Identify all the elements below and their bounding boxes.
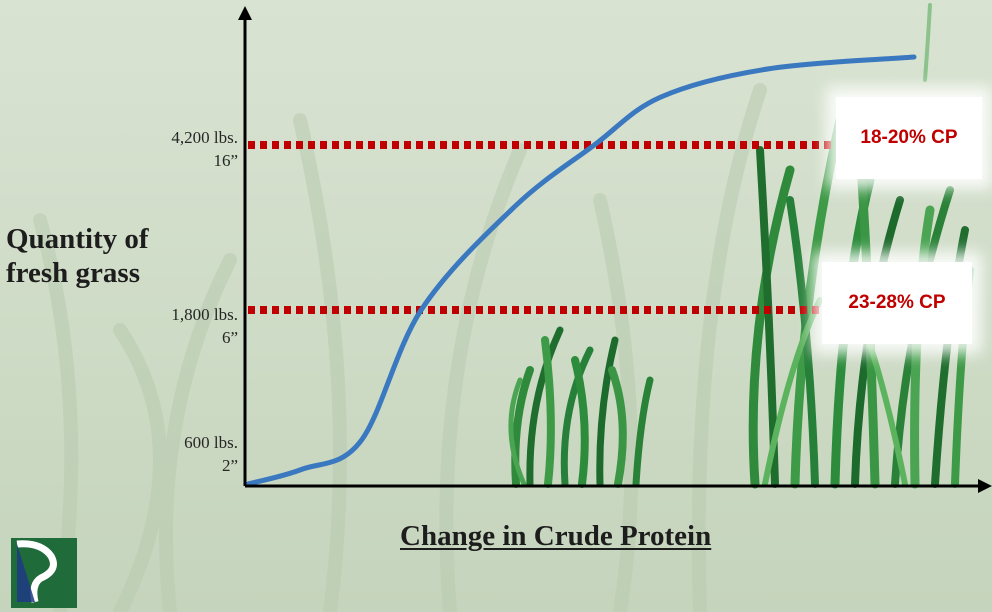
y-tick-600: 600 lbs. 2” — [184, 433, 238, 475]
y-axis-label: Quantity of fresh grass — [6, 223, 149, 289]
y-tick-4200: 4,200 lbs. 16” — [171, 128, 238, 170]
y-axis-arrow-icon — [238, 6, 252, 20]
x-axis-arrow-icon — [978, 479, 992, 493]
callout-23-28-cp-text: 23-28% CP — [848, 292, 946, 313]
y-tick-1800: 1,800 lbs. 6” — [171, 305, 238, 347]
short-grass-patch — [508, 326, 654, 488]
protein-yield-curve — [245, 54, 917, 487]
y-axis — [238, 6, 252, 486]
company-logo-icon — [11, 538, 77, 608]
x-axis — [245, 479, 992, 493]
callout-18-20-cp: 18-20% CP — [836, 97, 982, 179]
x-axis-label: Change in Crude Protein — [400, 520, 712, 552]
callout-18-20-cp-text: 18-20% CP — [860, 127, 958, 148]
callout-23-28-cp: 23-28% CP — [822, 262, 972, 344]
